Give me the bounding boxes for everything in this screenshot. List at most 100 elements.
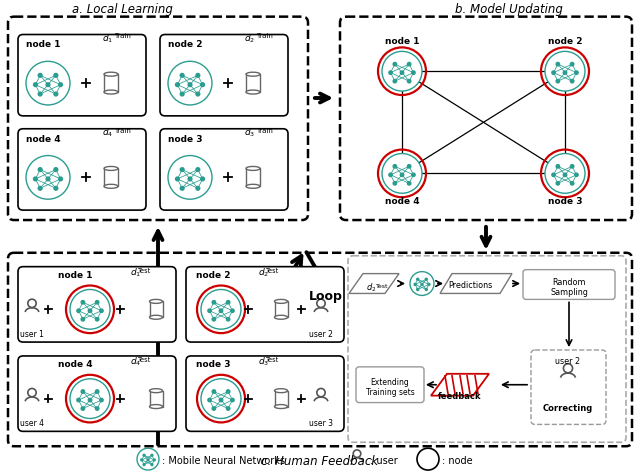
Ellipse shape: [104, 185, 118, 189]
Circle shape: [141, 459, 143, 461]
Circle shape: [408, 63, 411, 67]
Circle shape: [545, 154, 585, 194]
FancyBboxPatch shape: [104, 75, 118, 93]
Ellipse shape: [150, 405, 163, 409]
Circle shape: [570, 182, 574, 186]
Circle shape: [38, 187, 42, 191]
Circle shape: [38, 169, 42, 172]
Circle shape: [389, 174, 392, 177]
Circle shape: [382, 52, 422, 92]
Circle shape: [227, 301, 230, 304]
Circle shape: [212, 301, 216, 304]
Circle shape: [46, 84, 50, 88]
Circle shape: [425, 278, 428, 281]
Circle shape: [38, 93, 42, 97]
Circle shape: [180, 187, 184, 191]
FancyBboxPatch shape: [18, 129, 146, 211]
Circle shape: [220, 398, 223, 402]
Circle shape: [33, 84, 37, 88]
Circle shape: [54, 93, 58, 97]
Circle shape: [143, 455, 145, 456]
Text: $d_4$: $d_4$: [102, 127, 113, 139]
Circle shape: [151, 455, 153, 456]
Ellipse shape: [275, 316, 287, 319]
Circle shape: [81, 318, 84, 321]
Circle shape: [575, 174, 578, 177]
Ellipse shape: [275, 405, 287, 409]
Circle shape: [412, 72, 415, 75]
FancyBboxPatch shape: [186, 267, 344, 342]
Circle shape: [33, 178, 37, 181]
FancyBboxPatch shape: [356, 367, 424, 403]
Text: node 3: node 3: [548, 197, 582, 206]
Circle shape: [175, 84, 179, 88]
Circle shape: [70, 379, 110, 418]
Circle shape: [81, 407, 84, 410]
Circle shape: [556, 165, 559, 169]
Text: $d_4$: $d_4$: [130, 355, 141, 367]
Circle shape: [425, 289, 428, 291]
Circle shape: [188, 178, 192, 181]
Circle shape: [208, 398, 211, 402]
Text: : Mobile Neural Networks: : Mobile Neural Networks: [162, 455, 285, 465]
Circle shape: [180, 169, 184, 172]
Circle shape: [393, 80, 397, 84]
Circle shape: [70, 290, 110, 329]
Circle shape: [81, 390, 84, 393]
Circle shape: [556, 182, 559, 186]
Circle shape: [88, 398, 92, 402]
Ellipse shape: [104, 91, 118, 95]
Circle shape: [196, 74, 200, 78]
Text: $d_1$: $d_1$: [130, 266, 141, 278]
Text: Test: Test: [376, 283, 388, 288]
Circle shape: [95, 318, 99, 321]
Text: node 4: node 4: [26, 134, 61, 143]
Text: node 2: node 2: [548, 37, 582, 46]
Ellipse shape: [104, 167, 118, 171]
Text: $d_2$: $d_2$: [244, 32, 255, 45]
Text: : node: : node: [442, 455, 472, 465]
Circle shape: [227, 407, 230, 410]
Circle shape: [196, 187, 200, 191]
Circle shape: [552, 72, 556, 75]
Text: Train: Train: [114, 128, 131, 133]
Circle shape: [180, 93, 184, 97]
Text: Loop: Loop: [309, 289, 343, 302]
Circle shape: [412, 174, 415, 177]
Text: user 4: user 4: [20, 418, 44, 427]
Circle shape: [575, 72, 578, 75]
Circle shape: [570, 63, 574, 67]
Text: $d_3$: $d_3$: [244, 127, 255, 139]
Polygon shape: [349, 274, 399, 294]
Circle shape: [168, 156, 212, 200]
Text: node 3: node 3: [196, 359, 230, 368]
FancyBboxPatch shape: [275, 302, 287, 317]
Circle shape: [389, 72, 392, 75]
Polygon shape: [431, 374, 489, 396]
Circle shape: [230, 309, 234, 313]
Circle shape: [421, 284, 423, 286]
Text: $d_2$: $d_2$: [366, 281, 376, 293]
Circle shape: [154, 459, 156, 461]
Text: $d_2$: $d_2$: [258, 266, 269, 278]
Text: Correcting: Correcting: [543, 403, 593, 412]
Circle shape: [188, 84, 192, 88]
Circle shape: [393, 63, 397, 67]
Circle shape: [545, 52, 585, 92]
Ellipse shape: [275, 389, 287, 393]
Circle shape: [88, 309, 92, 313]
Circle shape: [417, 289, 419, 291]
Circle shape: [77, 398, 80, 402]
Circle shape: [227, 390, 230, 393]
Circle shape: [46, 178, 50, 181]
FancyBboxPatch shape: [150, 391, 163, 407]
Circle shape: [570, 80, 574, 84]
Circle shape: [147, 459, 149, 461]
Circle shape: [59, 84, 63, 88]
Circle shape: [201, 84, 204, 88]
Circle shape: [81, 301, 84, 304]
Circle shape: [227, 318, 230, 321]
Circle shape: [168, 62, 212, 106]
Circle shape: [570, 165, 574, 169]
Circle shape: [54, 74, 58, 78]
